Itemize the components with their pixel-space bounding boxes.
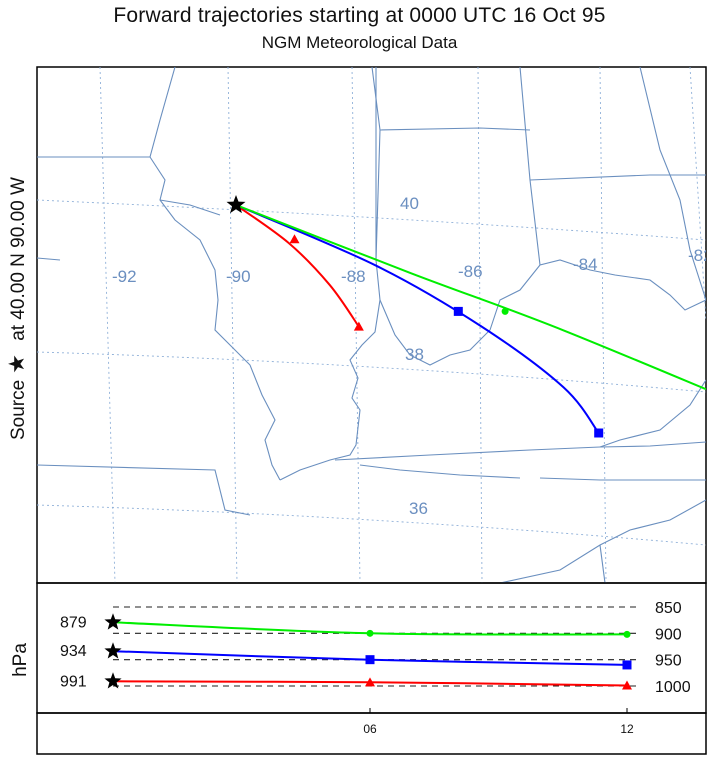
series-point <box>365 677 375 687</box>
lon-label: -86 <box>458 262 483 281</box>
trajectory-marker <box>501 307 509 315</box>
trajectory-879 <box>235 204 706 391</box>
series-point <box>622 660 632 670</box>
trajectory-marker <box>289 234 300 244</box>
lat-label: 40 <box>400 194 419 213</box>
state-borders <box>37 67 706 583</box>
series-point <box>622 680 632 690</box>
hpa-label: hPa <box>10 643 31 677</box>
start-pressure-label: 991 <box>60 673 87 690</box>
start-star-icon <box>104 613 122 630</box>
graticule <box>37 67 706 583</box>
hpa-axis-label: hPa <box>10 643 31 677</box>
x-tick-label: 12 <box>620 722 634 736</box>
lon-label: -84 <box>573 255 598 274</box>
x-tick-label: 06 <box>363 722 377 736</box>
time-axis-frame <box>36 712 707 755</box>
vertical-profile: 850 900 950 1000 879 934 991 06 12 <box>60 600 691 736</box>
trajectory-marker <box>594 428 604 438</box>
map-panel: -92 -90 -88 -86 -84 -82 40 38 36 <box>37 67 713 583</box>
start-star-icon <box>104 642 122 659</box>
trajectory-934 <box>235 204 600 434</box>
start-pressure-label: 879 <box>60 614 87 631</box>
lat-label: 36 <box>409 499 428 518</box>
trajectory-991 <box>235 204 360 328</box>
series-point <box>623 630 631 638</box>
pressure-level-label: 850 <box>655 600 682 617</box>
source-star-icon: ★ <box>4 354 29 374</box>
series-point <box>365 655 375 665</box>
latitude-labels: 40 38 36 <box>400 194 428 518</box>
map-frame <box>36 66 707 584</box>
trajectory-marker <box>453 306 463 316</box>
chart-title: Forward trajectories starting at 0000 UT… <box>113 4 606 27</box>
lon-label: -92 <box>112 267 137 286</box>
pressure-level-label: 1000 <box>655 679 691 696</box>
pressure-level-label: 900 <box>655 626 682 643</box>
lat-label: 38 <box>405 345 424 364</box>
start-star-icon <box>104 672 122 689</box>
source-label: Source★ at 40.00 N 90.00 W <box>4 177 29 440</box>
pressure-level-label: 950 <box>655 653 682 670</box>
vertical-panel-frame <box>36 582 707 714</box>
lon-label: -90 <box>226 267 251 286</box>
series-point <box>366 629 374 637</box>
start-pressure-label: 934 <box>60 643 87 660</box>
source-label-text: Source★ at 40.00 N 90.00 W <box>4 177 29 440</box>
chart-subtitle: NGM Meteorological Data <box>261 33 458 52</box>
longitude-labels: -92 -90 -88 -86 -84 -82 <box>112 246 713 286</box>
source-star-icon <box>226 195 246 214</box>
trajectory-marker <box>353 321 364 331</box>
trajectory-paths <box>226 195 706 438</box>
lon-label: -88 <box>341 267 366 286</box>
lon-label: -82 <box>688 246 713 265</box>
